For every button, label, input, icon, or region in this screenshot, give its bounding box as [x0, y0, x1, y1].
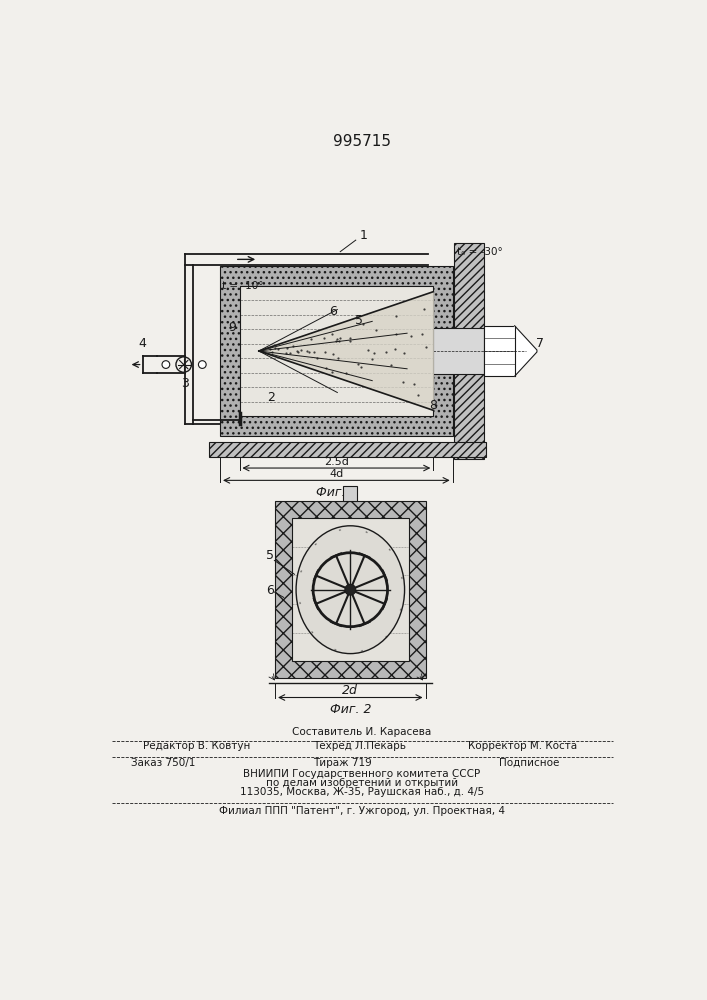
Text: 2d: 2d [342, 684, 358, 697]
Text: Тираж 719: Тираж 719 [313, 758, 372, 768]
Text: 5: 5 [266, 549, 274, 562]
Circle shape [162, 361, 170, 368]
Ellipse shape [296, 526, 404, 654]
Bar [454, 243, 484, 459]
Text: 2: 2 [267, 391, 274, 404]
Text: t = -10°: t = -10° [222, 281, 263, 291]
Text: 3: 3 [182, 377, 189, 390]
Circle shape [199, 361, 206, 368]
Text: 8: 8 [429, 399, 438, 412]
Bar [240, 286, 433, 416]
Text: ': ' [366, 530, 375, 535]
Text: Заказ 750/1: Заказ 750/1 [131, 758, 195, 768]
Bar [433, 328, 484, 374]
Text: ': ' [326, 644, 335, 650]
Text: Фиг. 1: Фиг. 1 [315, 486, 357, 499]
Bar [344, 486, 357, 501]
Text: 5: 5 [355, 314, 363, 327]
Text: 113035, Москва, Ж-35, Раушская наб., д. 4/5: 113035, Москва, Ж-35, Раушская наб., д. … [240, 787, 484, 797]
Text: Корректор М. Коста: Корректор М. Коста [468, 741, 577, 751]
Text: ': ' [396, 608, 401, 617]
Text: ВНИИПИ Государственного комитета СССР: ВНИИПИ Государственного комитета СССР [243, 769, 481, 779]
Text: Составитель И. Карасева: Составитель И. Карасева [292, 727, 431, 737]
Text: ': ' [387, 548, 395, 556]
Text: по делам изобретений и открытий: по делам изобретений и открытий [266, 778, 458, 788]
Text: ': ' [378, 635, 387, 642]
Text: t₀ = -30°: t₀ = -30° [457, 247, 502, 257]
Bar [220, 266, 452, 436]
Bar [292, 518, 409, 661]
Polygon shape [259, 292, 433, 410]
Text: ': ' [353, 649, 362, 652]
Polygon shape [515, 326, 537, 376]
Text: Техред Л.Пекарь: Техред Л.Пекарь [313, 741, 406, 751]
Text: ': ' [314, 538, 322, 545]
Text: 6: 6 [266, 584, 274, 597]
Text: ': ' [297, 594, 300, 603]
Text: 1: 1 [360, 229, 368, 242]
Text: 4d: 4d [329, 469, 344, 479]
Text: 995715: 995715 [333, 134, 391, 149]
Text: ': ' [400, 577, 404, 586]
Circle shape [345, 584, 356, 595]
Text: 4: 4 [139, 337, 146, 350]
Text: 7: 7 [537, 337, 544, 350]
Text: 6: 6 [329, 305, 337, 318]
Bar [275, 501, 426, 678]
Bar [484, 326, 515, 376]
Text: ': ' [305, 623, 313, 632]
Text: ': ' [339, 527, 348, 530]
Text: ': ' [300, 562, 305, 571]
Text: Фиг. 2: Фиг. 2 [329, 703, 371, 716]
Text: Подписное: Подписное [499, 758, 559, 768]
Bar [209, 442, 486, 457]
Text: 9: 9 [228, 321, 235, 334]
Text: 2.5d: 2.5d [324, 457, 349, 467]
Text: Филиал ППП "Патент", г. Ужгород, ул. Проектная, 4: Филиал ППП "Патент", г. Ужгород, ул. Про… [219, 806, 505, 816]
Text: Редактор В. Ковтун: Редактор В. Ковтун [143, 741, 250, 751]
